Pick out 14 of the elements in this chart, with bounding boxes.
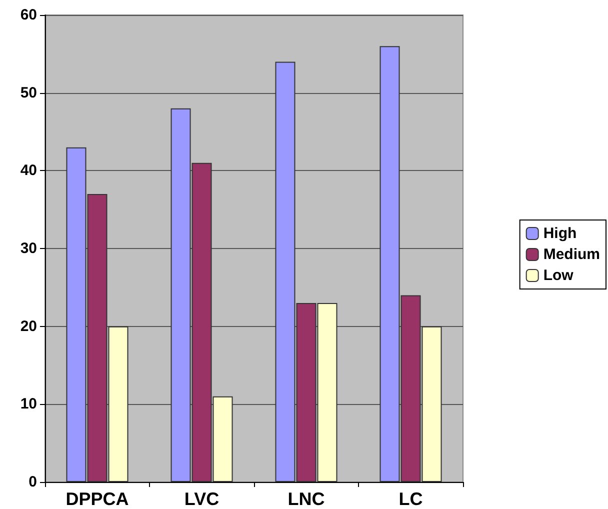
y-tick-label: 40	[20, 162, 37, 180]
y-tick-label: 50	[20, 84, 37, 102]
x-tick-label: LNC	[288, 489, 325, 509]
y-tick-label: 0	[28, 474, 37, 490]
y-tick-label: 20	[20, 318, 37, 335]
legend-label: High	[543, 225, 577, 242]
x-tick-label: DPPCA	[66, 489, 129, 509]
y-tick-label: 30	[20, 240, 37, 257]
x-tick-label: LVC	[184, 489, 220, 509]
legend-label: Low	[543, 267, 574, 284]
y-tick-label: 10	[20, 396, 37, 413]
x-tick-label: LC	[398, 489, 423, 509]
y-tick-label: 60	[20, 6, 37, 24]
legend-label: Medium	[543, 246, 600, 263]
